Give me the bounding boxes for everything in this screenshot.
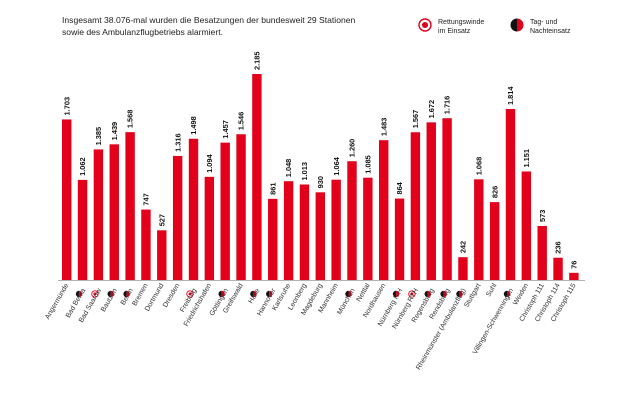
day-night-icon: [503, 290, 511, 298]
bar: [283, 181, 294, 280]
bar: [188, 138, 199, 280]
value-label: 1.568: [126, 110, 135, 129]
value-label: 1.498: [189, 116, 198, 135]
bar: [394, 198, 405, 280]
intro-text: Insgesamt 38.076-mal wurden die Besatzun…: [62, 15, 356, 37]
value-label: 1.151: [522, 149, 531, 168]
bar: [363, 177, 373, 280]
legend-winch-line2: im Einsatz: [438, 28, 471, 35]
bar: [442, 118, 452, 280]
winch-circle-icon: [418, 18, 432, 32]
day-night-icon: [424, 290, 431, 298]
bar: [125, 132, 135, 280]
value-label: 864: [395, 181, 404, 194]
value-label: 1.703: [62, 97, 71, 116]
value-label: 1.068: [474, 157, 483, 176]
day-night-icon: [75, 290, 83, 298]
value-label: 236: [554, 241, 563, 253]
day-night-icon: [107, 290, 114, 298]
value-label: 2.185: [253, 52, 262, 71]
value-label: 1.672: [427, 100, 436, 119]
bar: [521, 171, 532, 280]
bar: [569, 272, 579, 280]
value-label: 527: [157, 214, 166, 226]
value-label: 747: [142, 193, 151, 205]
bar: [410, 132, 421, 280]
bar: [489, 202, 500, 280]
bar: [157, 230, 167, 280]
legend-day-night: Tag- und Nachteinsatz: [510, 18, 570, 36]
value-label: 573: [538, 210, 547, 222]
bar: [505, 108, 516, 280]
value-label: 1.064: [332, 156, 341, 175]
day-night-icon: [392, 290, 400, 298]
value-label: 1.457: [221, 120, 230, 139]
day-night-icon: [456, 290, 463, 298]
value-label: 1.316: [173, 133, 182, 152]
bar: [426, 122, 436, 281]
value-label: 1.567: [411, 110, 420, 129]
value-label: 1.483: [379, 118, 388, 137]
day-night-icon: [123, 290, 130, 298]
day-night-icon: [218, 290, 225, 298]
value-label: 826: [490, 186, 499, 198]
day-night-icon: [510, 18, 524, 32]
bar: [331, 179, 341, 280]
bar: [537, 225, 547, 280]
value-label: 1.260: [348, 139, 357, 158]
bar: [299, 184, 310, 280]
category-label: Stuttgart: [463, 282, 482, 308]
bar: [553, 257, 563, 280]
bar: [109, 144, 119, 280]
bar: [93, 149, 104, 280]
value-label: 1.385: [94, 127, 103, 146]
value-label: 1.085: [363, 155, 372, 174]
value-label: 1.546: [237, 112, 246, 131]
bar: [236, 134, 246, 280]
day-night-icon: [345, 290, 352, 298]
category-label: Nettlal: [356, 282, 372, 303]
day-night-icon: [440, 290, 447, 298]
legend-daynight-line2: Nachteinsatz: [530, 28, 571, 35]
bar: [204, 176, 215, 280]
value-label: 1.013: [300, 162, 309, 181]
value-label: 1.062: [78, 157, 87, 176]
value-label: 930: [316, 176, 325, 188]
bar: [77, 179, 88, 280]
bar: [62, 119, 72, 280]
winch-circle-icon: [91, 290, 99, 298]
value-label: 1.439: [110, 122, 119, 141]
category-label: Villingen-Schwenningen: [472, 287, 515, 355]
day-night-icon: [266, 290, 273, 298]
bar: [268, 198, 278, 280]
value-label: 1.716: [443, 96, 452, 115]
value-label: 861: [268, 182, 277, 194]
category-label: Halle: [248, 287, 262, 304]
legend-winch: Rettungswinde im Einsatz: [418, 18, 484, 36]
legend-daynight-line1: Tag- und: [530, 19, 558, 26]
value-label: 76: [570, 261, 579, 269]
winch-circle-icon: [408, 290, 416, 298]
winch-circle-icon: [186, 290, 194, 298]
value-label: 1.048: [284, 159, 293, 178]
bar: [458, 257, 468, 280]
value-label: 1.094: [205, 153, 214, 172]
day-night-icon: [250, 290, 257, 298]
value-label: 242: [459, 241, 468, 253]
value-label: 1.814: [506, 86, 515, 105]
bar: [252, 74, 262, 280]
legend-winch-line1: Rettungswinde: [438, 19, 485, 26]
bar: [474, 179, 484, 280]
bar: [347, 161, 357, 280]
bar: [220, 142, 230, 280]
bar: [379, 140, 389, 280]
category-label: Suhl: [485, 282, 498, 298]
bar: [141, 209, 151, 280]
bar: [172, 155, 183, 280]
bar: [315, 192, 325, 280]
